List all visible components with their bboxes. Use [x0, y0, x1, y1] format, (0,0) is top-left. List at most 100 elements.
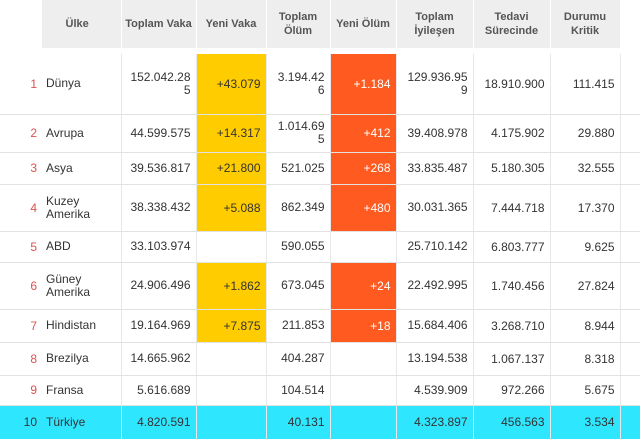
- country-cell: Kuzey Amerika: [41, 184, 122, 232]
- header-filler: [620, 0, 640, 48]
- header-new-cases[interactable]: Yeni Vaka: [196, 0, 267, 48]
- country-cell: Hindistan: [41, 309, 122, 343]
- total-recovered-cell: 4.539.909: [396, 375, 474, 406]
- table-row[interactable]: 9 Fransa 5.616.689 104.514 4.539.909 972.266 5…: [0, 375, 640, 406]
- country-cell: Fransa: [41, 375, 122, 406]
- country-cell: Brezilya: [41, 342, 122, 376]
- rank-cell: 9: [0, 375, 41, 406]
- active-cell: 456.563: [473, 405, 551, 439]
- table-row[interactable]: 2 Avrupa 44.599.575 +14.317 1.014.695 +412 39.…: [0, 114, 640, 153]
- new-cases-cell: +5.088: [196, 184, 267, 232]
- new-cases-cell: +14.317: [196, 114, 267, 153]
- active-cell: 5.180.305: [473, 152, 551, 185]
- critical-cell: 111.415: [550, 54, 621, 115]
- new-cases-cell: +21.800: [196, 152, 267, 185]
- total-cases-cell: 152.042.285: [121, 54, 197, 115]
- header-new-deaths[interactable]: Yeni Ölüm: [330, 0, 397, 48]
- filler-cell: [620, 342, 640, 376]
- new-deaths-cell: +1.184: [330, 54, 397, 115]
- spacer-row: [0, 48, 640, 54]
- country-cell: Avrupa: [41, 114, 122, 153]
- rank-cell: 8: [0, 342, 41, 376]
- total-cases-cell: 44.599.575: [121, 114, 197, 153]
- header-total-deaths[interactable]: Toplam Ölüm: [266, 0, 331, 48]
- active-cell: 4.175.902: [473, 114, 551, 153]
- total-deaths-cell: 862.349: [266, 184, 331, 232]
- total-cases-cell: 24.906.496: [121, 262, 197, 310]
- critical-cell: 8.944: [550, 309, 621, 343]
- new-cases-cell: +43.079: [196, 54, 267, 115]
- new-cases-cell: +1.862: [196, 262, 267, 310]
- rank-cell: 7: [0, 309, 41, 343]
- critical-cell: 17.370: [550, 184, 621, 232]
- new-deaths-cell: +480: [330, 184, 397, 232]
- header-total-recovered[interactable]: Toplam İyileşen: [396, 0, 474, 48]
- filler-cell: [620, 54, 640, 115]
- total-recovered-cell: 13.194.538: [396, 342, 474, 376]
- new-deaths-cell: [330, 375, 397, 406]
- rank-cell: 1: [0, 54, 41, 115]
- table-row[interactable]: 7 Hindistan 19.164.969 +7.875 211.853 +18 15.6…: [0, 309, 640, 343]
- table-header: Ülke Toplam Vaka Yeni Vaka Toplam Ölüm Y…: [0, 0, 640, 48]
- filler-cell: [620, 309, 640, 343]
- table-body: 1 Dünya 152.042.285 +43.079 3.194.426 +1.184 1…: [0, 48, 640, 439]
- country-cell: Güney Amerika: [41, 262, 122, 310]
- total-recovered-cell: 4.323.897: [396, 405, 474, 439]
- critical-cell: 9.625: [550, 231, 621, 263]
- table-row[interactable]: 8 Brezilya 14.665.962 404.287 13.194.538 1.06…: [0, 342, 640, 376]
- filler-cell: [620, 405, 640, 439]
- critical-cell: 27.824: [550, 262, 621, 310]
- total-recovered-cell: 39.408.978: [396, 114, 474, 153]
- total-deaths-cell: 104.514: [266, 375, 331, 406]
- table-row[interactable]: 4 Kuzey Amerika 38.338.432 +5.088 862.349 +48…: [0, 184, 640, 232]
- active-cell: 1.740.456: [473, 262, 551, 310]
- total-deaths-cell: 590.055: [266, 231, 331, 263]
- total-deaths-cell: 673.045: [266, 262, 331, 310]
- active-cell: 972.266: [473, 375, 551, 406]
- total-deaths-cell: 40.131: [266, 405, 331, 439]
- critical-cell: 32.555: [550, 152, 621, 185]
- table-row[interactable]: 10 Türkiye 4.820.591 40.131 4.323.897 456.563…: [0, 405, 640, 439]
- total-deaths-cell: 211.853: [266, 309, 331, 343]
- rank-cell: 10: [0, 405, 41, 439]
- new-cases-cell: +7.875: [196, 309, 267, 343]
- total-cases-cell: 5.616.689: [121, 375, 197, 406]
- critical-cell: 5.675: [550, 375, 621, 406]
- filler-cell: [620, 231, 640, 263]
- table-row[interactable]: 5 ABD 33.103.974 590.055 25.710.142 6.803.777…: [0, 231, 640, 263]
- total-recovered-cell: 129.936.959: [396, 54, 474, 115]
- table-row[interactable]: 3 Asya 39.536.817 +21.800 521.025 +268 33.835.…: [0, 152, 640, 185]
- table-row[interactable]: 1 Dünya 152.042.285 +43.079 3.194.426 +1.184 1…: [0, 54, 640, 115]
- rank-cell: 5: [0, 231, 41, 263]
- total-cases-cell: 19.164.969: [121, 309, 197, 343]
- active-cell: 1.067.137: [473, 342, 551, 376]
- table-row[interactable]: 6 Güney Amerika 24.906.496 +1.862 673.045 +24…: [0, 262, 640, 310]
- active-cell: 18.910.900: [473, 54, 551, 115]
- filler-cell: [620, 184, 640, 232]
- total-cases-cell: 38.338.432: [121, 184, 197, 232]
- header-critical[interactable]: Durumu Kritik: [550, 0, 621, 48]
- header-active[interactable]: Tedavi Sürecinde: [473, 0, 551, 48]
- total-cases-cell: 4.820.591: [121, 405, 197, 439]
- spacer-cell: [0, 48, 640, 54]
- header-rank: [0, 0, 42, 48]
- critical-cell: 3.534: [550, 405, 621, 439]
- new-deaths-cell: [330, 405, 397, 439]
- filler-cell: [620, 262, 640, 310]
- new-cases-cell: [196, 342, 267, 376]
- rank-cell: 4: [0, 184, 41, 232]
- filler-cell: [620, 375, 640, 406]
- header-country[interactable]: Ülke: [41, 0, 122, 48]
- critical-cell: 8.318: [550, 342, 621, 376]
- active-cell: 3.268.710: [473, 309, 551, 343]
- total-deaths-cell: 1.014.695: [266, 114, 331, 153]
- new-deaths-cell: +412: [330, 114, 397, 153]
- rank-cell: 3: [0, 152, 41, 185]
- total-recovered-cell: 25.710.142: [396, 231, 474, 263]
- header-total-cases[interactable]: Toplam Vaka: [121, 0, 197, 48]
- rank-cell: 6: [0, 262, 41, 310]
- new-cases-cell: [196, 405, 267, 439]
- total-recovered-cell: 22.492.995: [396, 262, 474, 310]
- new-deaths-cell: [330, 231, 397, 263]
